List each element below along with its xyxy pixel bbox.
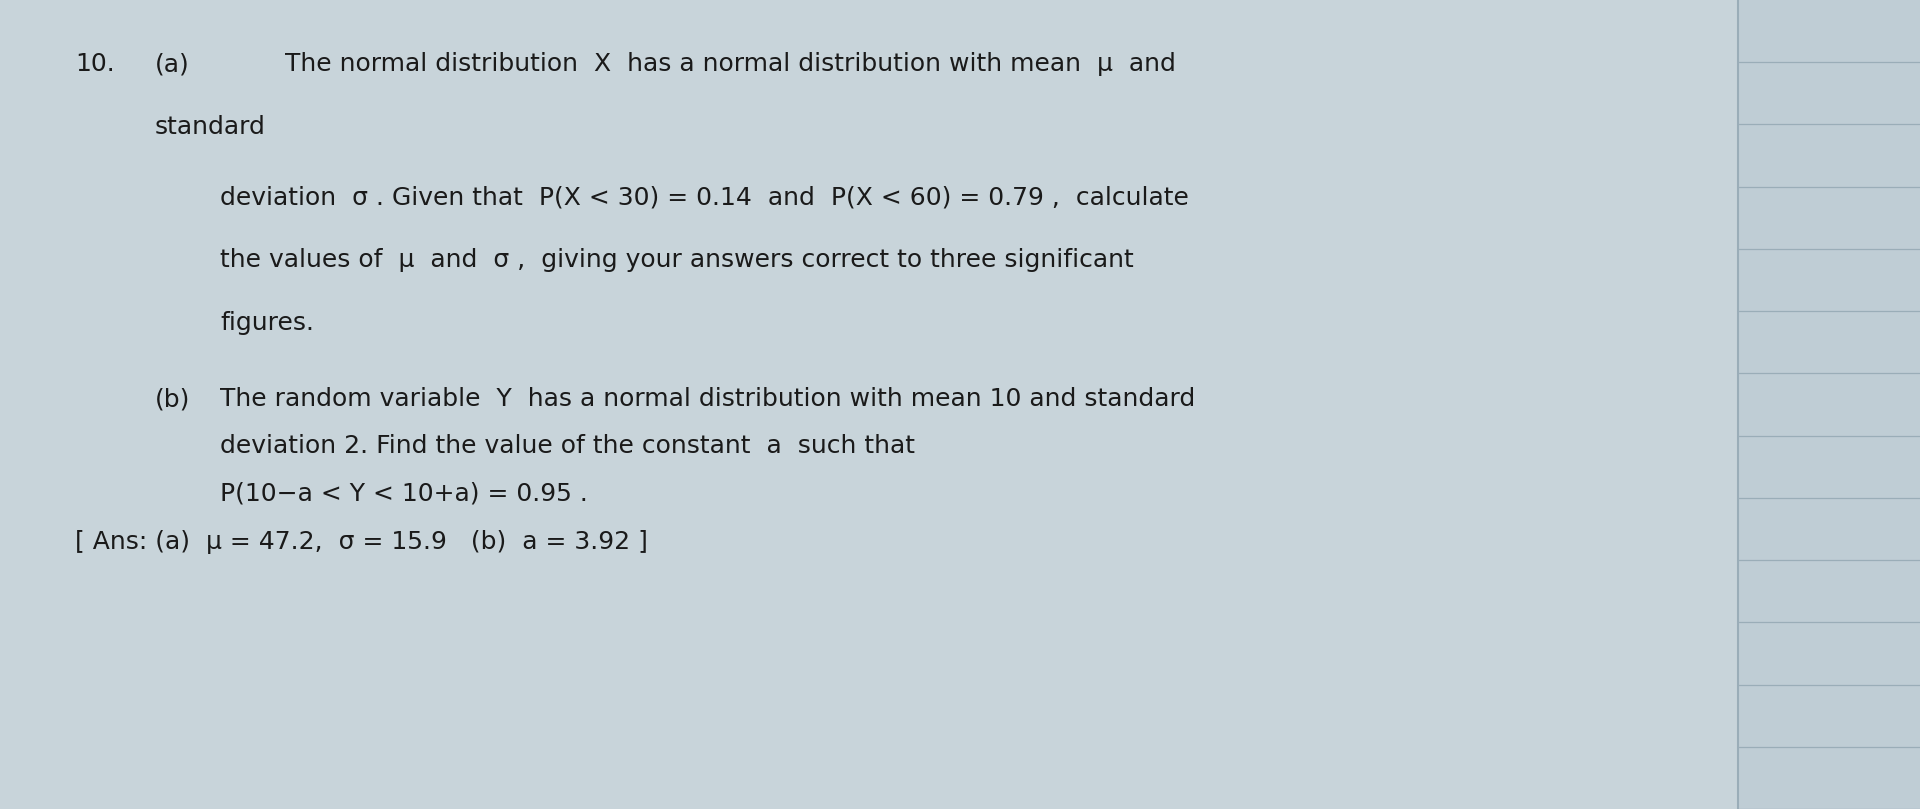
Text: The normal distribution  X  has a normal distribution with mean  μ  and: The normal distribution X has a normal d…	[284, 52, 1175, 76]
Text: the values of  μ  and  σ ,  giving your answers correct to three significant: the values of μ and σ , giving your answ…	[221, 248, 1133, 272]
Text: deviation 2. Find the value of the constant  a  such that: deviation 2. Find the value of the const…	[221, 434, 916, 458]
Text: figures.: figures.	[221, 311, 315, 335]
Text: deviation  σ . Given that  P(X < 30) = 0.14  and  P(X < 60) = 0.79 ,  calculate: deviation σ . Given that P(X < 30) = 0.1…	[221, 185, 1188, 209]
Text: The random variable  Y  has a normal distribution with mean 10 and standard: The random variable Y has a normal distr…	[221, 387, 1196, 411]
Text: (b): (b)	[156, 387, 190, 411]
Text: standard: standard	[156, 115, 265, 139]
Text: 10.: 10.	[75, 52, 115, 76]
Text: (a): (a)	[156, 52, 190, 76]
Text: [ Ans: (a)  μ = 47.2,  σ = 15.9   (b)  a = 3.92 ]: [ Ans: (a) μ = 47.2, σ = 15.9 (b) a = 3.…	[75, 530, 647, 554]
Text: P(10−a < Y < 10+a) = 0.95 .: P(10−a < Y < 10+a) = 0.95 .	[221, 481, 588, 505]
Bar	[1738, 0, 1920, 809]
